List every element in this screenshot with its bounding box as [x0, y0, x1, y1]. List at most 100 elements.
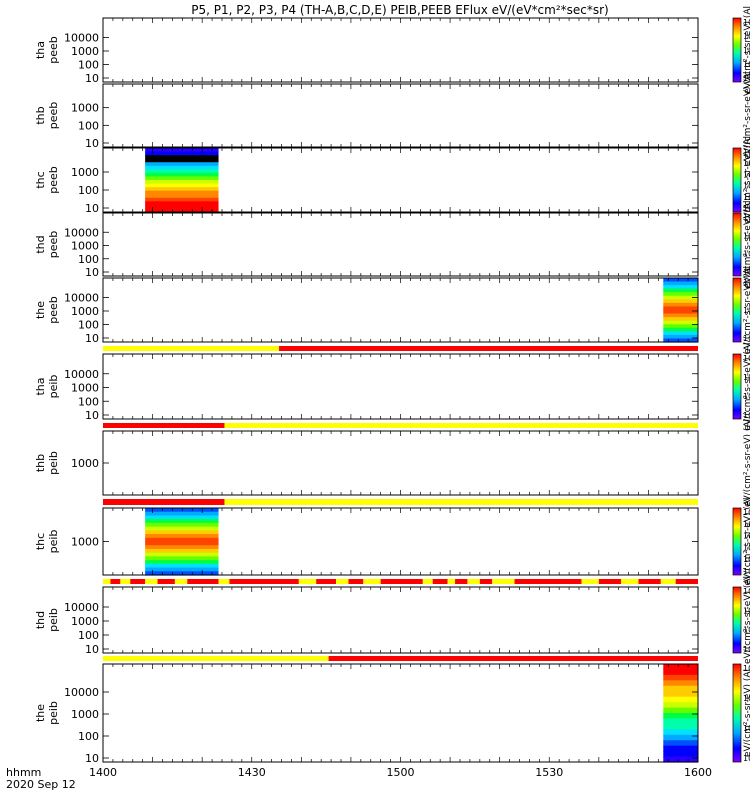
spectrogram-cell: [663, 664, 698, 671]
spectrogram-cell: [145, 165, 219, 170]
spectrogram-cell: [663, 327, 698, 332]
colorbar-label: eV/(cm²-s-sr-eV) (Al: [743, 342, 750, 430]
colorbar-tick-label: 10⁶: [743, 306, 750, 315]
colorbar-tick-label: 10⁴: [743, 724, 750, 733]
status-segment: [187, 579, 219, 584]
status-segment: [224, 423, 698, 428]
colorbar-label: eV/(cm²-s-sr-eV) (Al: [743, 669, 750, 757]
colorbar-tick-label: 10⁵: [743, 250, 750, 259]
spectrogram-cell: [145, 511, 219, 517]
spectrogram-cell: [663, 338, 698, 343]
colorbar-tick-label: 10⁵: [743, 606, 750, 615]
status-segment: [447, 579, 456, 584]
y-tick-label: 10: [85, 752, 99, 765]
x-tick-label: 1500: [387, 766, 415, 779]
spectrogram-cell: [145, 197, 219, 202]
colorbar: [732, 17, 742, 83]
spectrogram-cell: [145, 548, 219, 554]
status-bar: [103, 579, 698, 584]
colorbar-tick-label: 10⁵: [743, 694, 750, 703]
status-segment: [336, 579, 349, 584]
status-segment: [363, 579, 381, 584]
status-segment: [298, 579, 317, 584]
spectrogram-cell: [145, 571, 219, 576]
spectrogram-cell: [663, 707, 698, 714]
panel-frame: [102, 353, 699, 420]
y-tick-label: 1000: [71, 615, 99, 628]
panel-frame: [102, 212, 699, 277]
spectrogram-cell: [145, 567, 219, 572]
status-segment: [660, 579, 676, 584]
y-tick-label: 1000: [71, 305, 99, 318]
spectrogram-cell: [145, 204, 219, 210]
status-segment: [598, 579, 622, 584]
y-tick-label: 10000: [64, 601, 99, 614]
spectrogram-cell: [663, 334, 698, 340]
spectrogram-cell: [145, 180, 219, 185]
panel-thb-peib: 1000 thb peib eV/(cm²-s-sr-eV) (Al: [34, 419, 750, 507]
y-tick-label: 10: [85, 332, 99, 345]
status-bar: [103, 499, 698, 505]
status-bar: [103, 423, 698, 428]
spectrogram-cell: [663, 696, 698, 703]
y-tick-label: 10: [85, 72, 99, 85]
y-label-product: peib: [47, 375, 60, 399]
colorbar-tick-label: 10⁸: [743, 18, 750, 27]
colorbar-label: eV/(cm²-s-sr-eV) (Al: [743, 136, 750, 224]
y-label-probe: thd: [34, 611, 47, 629]
colorbar-label: eV/(cm²-s-sr-eV) (Al: [743, 576, 750, 664]
spectrogram-cell: [663, 713, 698, 720]
panel-the-peeb: 10100100010000thepeeb10⁵10⁶10⁷eV/(cm²-s-…: [34, 266, 750, 354]
y-tick-label: 100: [78, 253, 99, 266]
spectrogram-cell: [663, 306, 698, 311]
spectrogram-cell: [145, 169, 219, 174]
y-label-probe: thc: [34, 533, 47, 550]
spectrogram-cell: [663, 288, 698, 293]
y-tick-label: 10: [85, 137, 99, 150]
y-label-product: peeb: [47, 166, 60, 194]
y-tick-label: 10000: [64, 292, 99, 305]
colorbar: [732, 212, 742, 277]
status-segment: [130, 579, 146, 584]
panel-frame: [102, 83, 699, 148]
y-tick-label: 10000: [64, 686, 99, 699]
status-segment: [174, 579, 188, 584]
colorbar-tick-label: 10⁴: [743, 555, 750, 564]
spectrogram-cell: [663, 302, 698, 308]
colorbar-tick-label: 10⁶: [743, 664, 750, 673]
status-segment: [621, 579, 639, 584]
y-tick-label: 10: [85, 202, 99, 215]
spectrogram-cell: [663, 669, 698, 676]
y-label-product: peeb: [47, 102, 60, 130]
y-tick-label: 10000: [64, 32, 99, 45]
y-tick-label: 10000: [64, 226, 99, 239]
y-label-probe: tha: [34, 377, 47, 395]
panel-frame: [102, 277, 699, 343]
colorbar-tick-label: 10³: [743, 567, 750, 576]
status-bar: [103, 656, 698, 661]
colorbar-label: eV/(cm²-s-sr-eV) (Al: [743, 497, 750, 585]
status-segment: [229, 579, 299, 584]
status-segment: [432, 579, 448, 584]
status-segment: [279, 346, 698, 351]
colorbar-tick-label: 10⁵: [743, 182, 750, 191]
colorbar-tick-label: 10⁵: [743, 334, 750, 343]
spectrogram-cell: [145, 556, 219, 561]
status-segment: [110, 579, 121, 584]
y-label-product: peeb: [47, 296, 60, 324]
status-segment: [380, 579, 423, 584]
colorbar-tick-label: 10⁶: [743, 46, 750, 55]
y-label-product: peib: [47, 608, 60, 632]
spectrogram-cell: [663, 285, 698, 290]
spectrogram-cell: [663, 324, 698, 329]
y-label-product: peeb: [47, 231, 60, 259]
colorbar-tick-label: 10³: [743, 204, 750, 213]
colorbar: [732, 586, 742, 654]
y-tick-label: 10: [85, 409, 99, 422]
spectrogram-cell: [145, 508, 219, 513]
y-label-product: peib: [47, 451, 60, 475]
y-label-probe: thb: [34, 454, 47, 472]
